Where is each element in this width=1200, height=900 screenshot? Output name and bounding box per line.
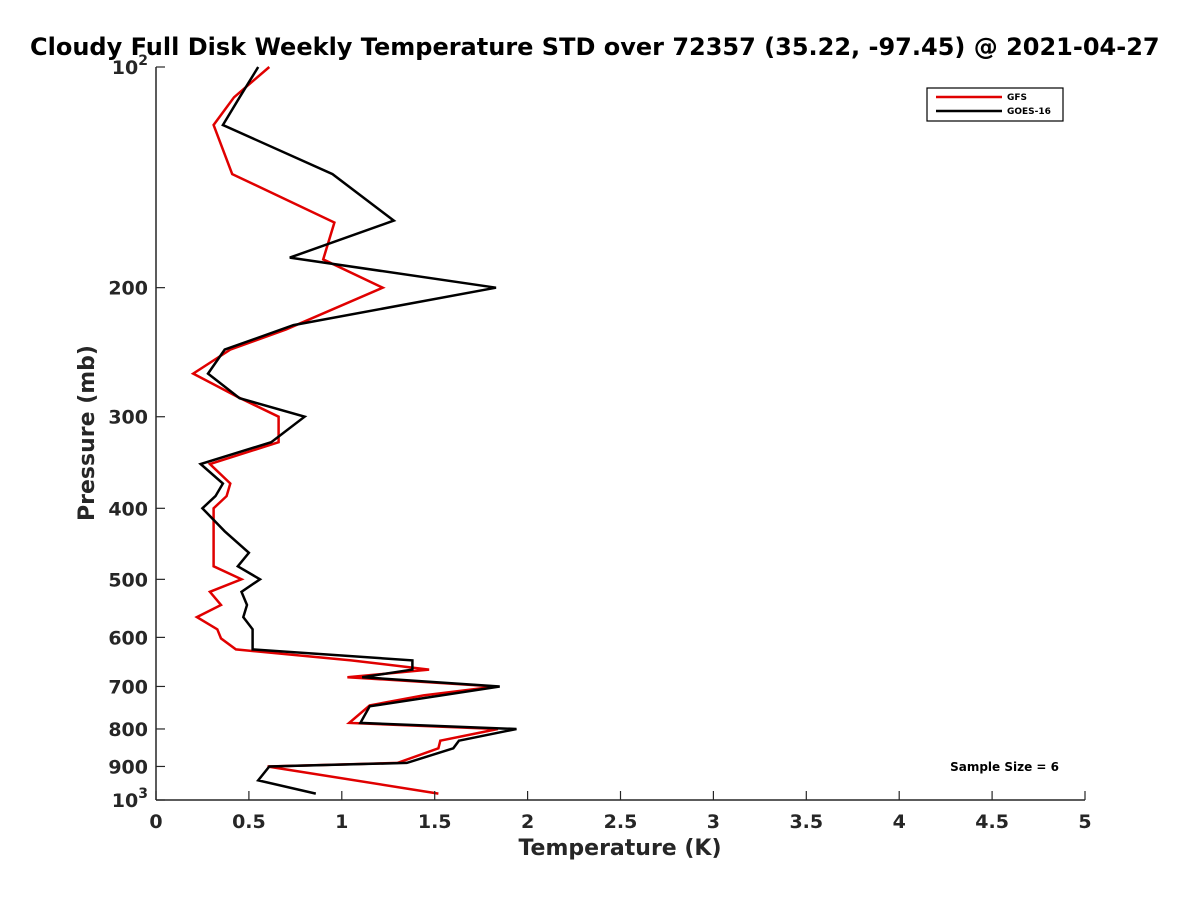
- axes: [155, 66, 1086, 801]
- y-tick-label: 600: [108, 627, 148, 649]
- sample-size-annotation: Sample Size = 6: [950, 760, 1059, 774]
- x-tick-label: 5: [1078, 811, 1091, 833]
- y-tick-label: 400: [108, 498, 148, 520]
- series-line-gfs: [190, 66, 499, 795]
- y-tick-label-base: 10: [112, 790, 138, 812]
- legend-label-goes-16: GOES-16: [1007, 107, 1051, 117]
- x-tick-label: 1.5: [418, 811, 452, 833]
- x-tick-label: 1: [335, 811, 348, 833]
- x-tick-label: 3.5: [789, 811, 823, 833]
- y-tick-label: 900: [108, 756, 148, 778]
- y-tick-label: 103: [112, 786, 148, 812]
- x-tick-label: 2.5: [604, 811, 638, 833]
- x-axis-label: Temperature (K): [518, 836, 721, 861]
- tick-labels: 0 0.5 1 1.5 2 2.5 3 3.5 4 4.5 51022003004005006007…: [108, 53, 1091, 833]
- y-tick-label: 300: [108, 407, 148, 429]
- x-tick-label: 4.5: [975, 811, 1009, 833]
- y-axis-label: Pressure (mb): [75, 345, 100, 521]
- y-tick-label: 200: [108, 278, 148, 300]
- y-tick-label: 800: [108, 719, 148, 741]
- y-tick-label-base: 10: [112, 57, 138, 79]
- x-tick-label: 2: [521, 811, 534, 833]
- plot-lines: [190, 66, 517, 795]
- series-line-goes-16: [198, 66, 517, 795]
- y-tick-label: 700: [108, 676, 148, 698]
- chart-title: Cloudy Full Disk Weekly Temperature STD …: [30, 33, 1160, 61]
- legend-box: [926, 87, 1064, 122]
- x-tick-label: 3: [707, 811, 720, 833]
- y-tick-label-exponent: 2: [138, 53, 148, 69]
- y-tick-label: 102: [112, 53, 148, 79]
- legend-label-gfs: GFS: [1007, 93, 1027, 103]
- x-tick-label: 0.5: [232, 811, 266, 833]
- y-tick-label-exponent: 3: [138, 786, 148, 802]
- x-tick-label: 4: [893, 811, 906, 833]
- x-tick-label: 0: [149, 811, 162, 833]
- legend: GFS GOES-16: [926, 87, 1064, 122]
- y-tick-label: 500: [108, 569, 148, 591]
